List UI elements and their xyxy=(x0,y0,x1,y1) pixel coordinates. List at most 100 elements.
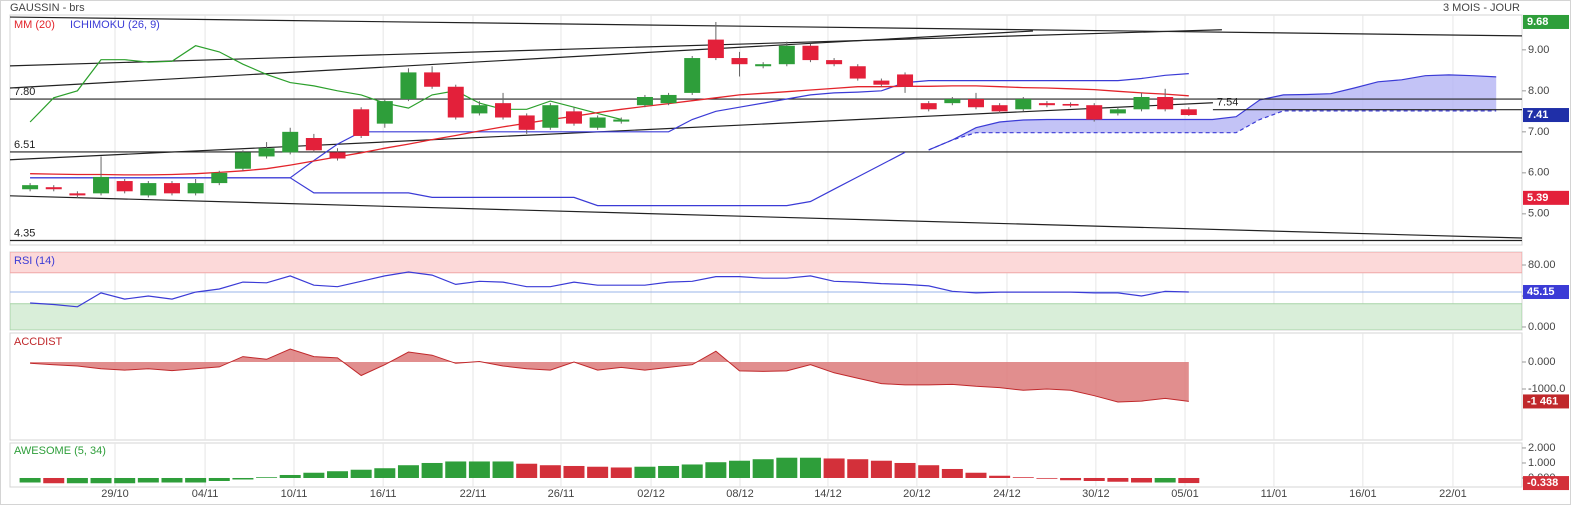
trendline xyxy=(10,16,1522,37)
value-badge xyxy=(1523,476,1569,491)
awesome-bar xyxy=(587,466,609,478)
candle-body xyxy=(1062,103,1079,106)
awesome-bar xyxy=(1036,477,1058,479)
y-tick-label: 8.00 xyxy=(1528,85,1549,97)
candle-body xyxy=(518,115,535,130)
horizontal-line-label: 7.54 xyxy=(1217,97,1238,109)
plot-layer: 29/10 04/11 10/11 16/11 22/11 26/11 02/12 08/12… xyxy=(10,14,1569,500)
awesome-bar xyxy=(468,461,490,478)
x-tick-label: 02/12 xyxy=(637,488,665,500)
candle-body xyxy=(731,58,748,65)
x-tick-label: 24/12 xyxy=(993,488,1021,500)
candle-body xyxy=(471,105,488,114)
moving-average xyxy=(30,85,1189,176)
awesome-bar xyxy=(279,474,301,478)
awesome-bar xyxy=(894,462,916,478)
panel-plot xyxy=(10,15,1522,245)
candle-body xyxy=(1086,105,1103,120)
awesome-bar xyxy=(705,462,727,478)
trendline xyxy=(10,29,1222,67)
panel-title: ACCDIST xyxy=(14,336,63,348)
x-tick-label: 14/12 xyxy=(814,488,842,500)
horizontal-line-label: 7.80 xyxy=(14,86,35,98)
y-tick-label: 0.000 xyxy=(1528,356,1556,368)
candle-body xyxy=(353,109,370,136)
lagging-line xyxy=(29,45,622,123)
candle-body xyxy=(116,181,133,192)
awesome-bar xyxy=(610,467,632,478)
awesome-bar xyxy=(1012,477,1034,478)
awesome-bar xyxy=(232,477,254,480)
candle-body xyxy=(920,103,937,110)
awesome-bar xyxy=(729,460,751,478)
awesome-bar xyxy=(941,468,963,478)
awesome-bar xyxy=(19,477,41,483)
awesome-bar xyxy=(776,457,798,478)
legend-entry: ICHIMOKU (26, 9) xyxy=(70,19,160,31)
awesome-bar xyxy=(918,465,940,478)
awesome-bar xyxy=(421,462,443,478)
value-badge-label: 7.41 xyxy=(1527,109,1548,121)
x-tick-label: 11/01 xyxy=(1261,488,1288,500)
awesome-bar xyxy=(658,465,680,478)
awesome-bar xyxy=(1131,477,1153,483)
awesome-bar xyxy=(681,464,703,478)
value-badge xyxy=(1523,285,1569,300)
y-tick-label: 9.00 xyxy=(1528,44,1549,56)
panel-plot xyxy=(19,443,1454,487)
candle-body xyxy=(944,99,961,104)
value-badge xyxy=(1523,108,1569,123)
candle-body xyxy=(258,148,275,157)
awesome-bar xyxy=(161,477,183,483)
horizontal-line-label: 6.51 xyxy=(14,139,35,151)
trendline xyxy=(10,30,1034,89)
candle-body xyxy=(565,111,582,124)
x-tick-label: 22/11 xyxy=(460,488,487,500)
awesome-bar xyxy=(965,472,987,478)
accdist-line xyxy=(30,348,1189,403)
panel-plot xyxy=(30,333,1454,440)
awesome-bar xyxy=(1083,477,1105,481)
candle-body xyxy=(636,96,653,106)
panel-title: AWESOME (5, 34) xyxy=(14,445,106,457)
y-tick-label: 6.00 xyxy=(1528,167,1549,179)
awesome-bar xyxy=(539,465,561,478)
ichimoku-line xyxy=(30,151,906,207)
candle-body xyxy=(140,183,157,196)
candle-body xyxy=(1109,109,1126,114)
candle-body xyxy=(1133,96,1150,110)
price-panel xyxy=(9,14,1523,246)
awesome-bar xyxy=(1154,477,1176,483)
rsi-line xyxy=(30,271,1189,308)
awesome-bar xyxy=(1107,477,1129,482)
candle-body xyxy=(873,80,890,85)
candle-body xyxy=(849,66,866,79)
candle-body xyxy=(22,185,39,190)
y-tick-label: 1.000 xyxy=(1528,457,1556,469)
x-tick-label: 08/12 xyxy=(726,488,754,500)
y-tick-label: -1000.0 xyxy=(1528,383,1565,395)
awesome-bar xyxy=(397,465,419,478)
y-tick-label: 80.00 xyxy=(1528,259,1556,271)
candle-body xyxy=(376,101,393,124)
candle-body xyxy=(826,60,843,65)
candle-body xyxy=(1157,96,1174,110)
candle-body xyxy=(1015,99,1032,110)
period: 3 MOIS - JOUR xyxy=(1443,2,1520,14)
awesome-bar xyxy=(185,477,207,483)
value-badge-label: 5.39 xyxy=(1527,192,1548,204)
y-tick-label: 0.000 xyxy=(1528,321,1556,333)
x-tick-label: 20/12 xyxy=(903,488,931,500)
candle-body xyxy=(93,176,110,194)
value-badge-label: -1 461 xyxy=(1527,395,1558,407)
awesome-bar xyxy=(90,477,112,484)
x-tick-label: 30/12 xyxy=(1082,488,1110,500)
awesome-bar xyxy=(137,477,159,483)
x-tick-label: 05/01 xyxy=(1171,488,1199,500)
candle-body xyxy=(778,45,795,65)
cloud-upper xyxy=(928,74,1497,151)
candle-body xyxy=(495,103,512,118)
awesome-bar xyxy=(752,459,774,478)
trendline xyxy=(10,195,1522,239)
